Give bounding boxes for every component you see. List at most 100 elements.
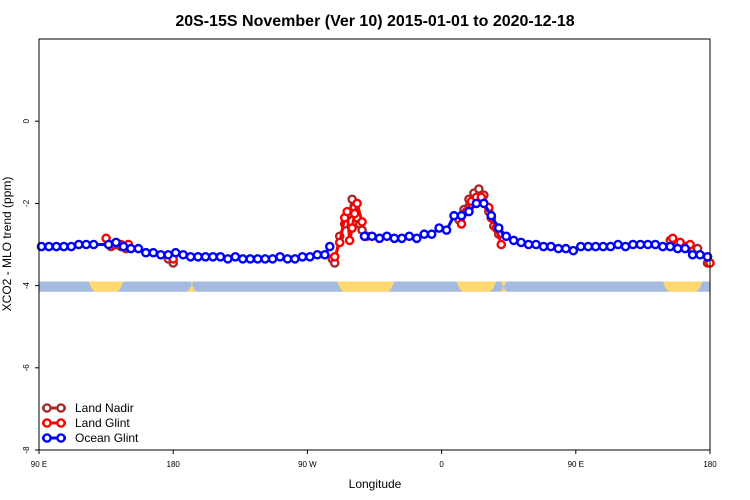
legend-marker xyxy=(42,433,52,443)
data-point xyxy=(208,252,218,262)
data-point xyxy=(342,206,352,217)
data-point xyxy=(73,239,84,250)
data-point xyxy=(523,239,534,250)
data-point xyxy=(583,241,594,252)
legend-marker xyxy=(56,403,66,413)
data-point xyxy=(359,231,370,242)
data-point xyxy=(367,231,377,242)
data-point xyxy=(312,249,323,260)
surface-type-band xyxy=(39,281,710,292)
data-point xyxy=(479,198,489,209)
data-point xyxy=(267,254,278,264)
data-point xyxy=(687,249,698,260)
data-point xyxy=(389,233,400,244)
data-point xyxy=(496,239,507,250)
x-tick-label: 180 xyxy=(703,460,717,469)
data-point xyxy=(118,241,129,252)
data-point xyxy=(44,241,54,252)
data-point xyxy=(155,249,166,260)
y-tick-label: -8 xyxy=(22,446,31,454)
data-point xyxy=(426,229,437,240)
data-point xyxy=(553,243,564,254)
land-band-segment xyxy=(500,281,508,292)
data-point xyxy=(404,231,415,242)
data-point xyxy=(357,217,367,227)
data-point xyxy=(133,243,144,254)
x-tick-label: 90 E xyxy=(31,460,47,469)
data-point xyxy=(66,241,77,252)
data-point xyxy=(178,249,188,260)
data-point xyxy=(59,241,69,252)
data-point xyxy=(667,233,678,244)
legend-label: Ocean Glint xyxy=(75,431,139,445)
data-point xyxy=(650,239,661,250)
data-point xyxy=(200,252,211,262)
series-ocean-glint xyxy=(36,198,713,264)
data-point xyxy=(103,239,114,250)
data-point xyxy=(81,239,92,250)
data-point xyxy=(347,223,357,233)
data-point xyxy=(88,239,99,250)
data-point xyxy=(635,239,646,250)
data-point xyxy=(215,252,226,262)
x-tick-label: 90 E xyxy=(568,460,584,469)
data-point xyxy=(223,254,233,264)
series-group xyxy=(36,184,715,268)
data-point xyxy=(290,254,300,264)
land-band-segment xyxy=(187,281,197,292)
data-point xyxy=(252,254,263,264)
data-point xyxy=(411,233,422,244)
data-point xyxy=(126,243,136,254)
land-band-segment xyxy=(456,281,497,292)
data-point xyxy=(486,210,497,221)
data-point xyxy=(111,237,121,248)
data-point xyxy=(441,225,452,235)
data-point xyxy=(531,239,541,250)
data-point xyxy=(508,235,519,246)
data-point xyxy=(193,252,203,262)
data-point xyxy=(329,252,340,262)
y-tick-label: -4 xyxy=(22,281,31,289)
chart-title: 20S-15S November (Ver 10) 2015-01-01 to … xyxy=(175,13,574,30)
legend-marker xyxy=(56,433,66,443)
data-point xyxy=(260,254,270,264)
data-point xyxy=(51,241,62,252)
data-point xyxy=(613,239,623,250)
data-point xyxy=(245,254,256,264)
data-point xyxy=(275,252,285,262)
land-band-segment xyxy=(662,281,703,292)
data-point xyxy=(471,198,482,209)
data-point xyxy=(680,243,690,254)
land-band-segment xyxy=(337,281,395,292)
data-point xyxy=(419,229,430,240)
data-point xyxy=(237,254,248,264)
data-point xyxy=(516,237,526,248)
data-point xyxy=(590,241,601,252)
data-point xyxy=(344,235,355,246)
data-point xyxy=(464,206,474,217)
legend-marker xyxy=(42,418,52,428)
data-point xyxy=(297,252,308,262)
legend-label: Land Glint xyxy=(75,416,130,430)
data-point xyxy=(382,231,392,242)
y-axis-label: XCO2 - MLO trend (ppm) xyxy=(0,177,14,312)
plot-frame xyxy=(38,38,711,451)
axis-ticks: 90 E 180 90 W 0 90 E 180 0 -2 -4 -6 -8 xyxy=(22,118,717,469)
legend-marker xyxy=(42,403,52,413)
data-point xyxy=(672,243,683,254)
data-point xyxy=(620,241,631,252)
data-point xyxy=(501,231,512,242)
data-point xyxy=(493,223,504,233)
data-point xyxy=(324,241,335,252)
y-tick-label: 0 xyxy=(22,118,31,123)
data-point xyxy=(282,254,293,264)
x-tick-label: 90 W xyxy=(298,460,317,469)
data-point xyxy=(352,198,362,209)
data-point xyxy=(319,249,330,260)
legend-marker xyxy=(56,418,66,428)
legend-label: Land Nadir xyxy=(75,401,134,415)
data-point xyxy=(434,223,444,233)
data-point xyxy=(568,245,579,256)
